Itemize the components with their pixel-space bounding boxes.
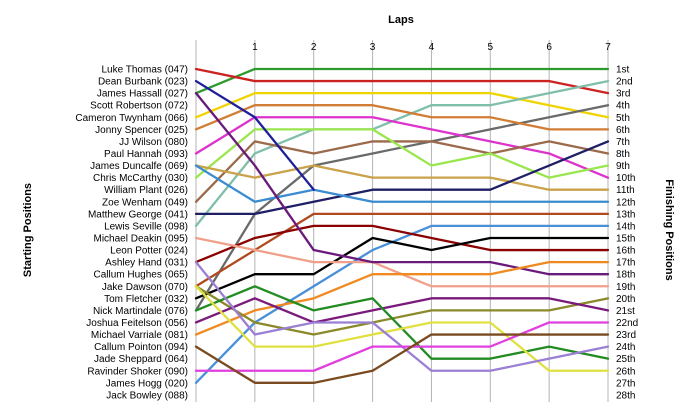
start-label: Matthew George (041) [88, 209, 188, 220]
start-label: Lewis Seville (098) [104, 221, 188, 232]
x-tick-label: 6 [546, 42, 552, 53]
start-label: JJ Wilson (080) [119, 137, 188, 148]
start-label: Leon Potter (024) [110, 246, 188, 257]
series-lines [194, 67, 610, 384]
start-label: Joshua Feitelson (056) [86, 318, 188, 329]
start-label: Ashley Hand (031) [105, 258, 188, 269]
finish-label: 21st [616, 306, 635, 317]
series-line-4 [194, 104, 610, 312]
series-line-27 [194, 79, 315, 191]
finish-label: 28th [616, 390, 635, 401]
finish-label: 5th [616, 113, 630, 124]
x-tick-label: 7 [605, 42, 611, 53]
series-line-13 [194, 212, 610, 288]
finish-label: 15th [616, 233, 635, 244]
finish-label: 24th [616, 342, 635, 353]
finish-label: 10th [616, 173, 635, 184]
start-label: James Hogg (020) [106, 378, 188, 389]
start-label: Luke Thomas (047) [101, 65, 188, 76]
x-tick-label: 3 [370, 42, 376, 53]
series-line-14 [194, 224, 610, 384]
start-label: Tom Fletcher (032) [104, 294, 188, 305]
x-tick-label: 2 [311, 42, 317, 53]
start-label: Scott Robertson (072) [90, 101, 188, 112]
series-line-8 [194, 140, 610, 203]
x-tick-label: 5 [488, 42, 494, 53]
series-line-5 [194, 79, 610, 228]
start-label: Michael Deakin (095) [94, 233, 189, 244]
series-line-6 [194, 104, 610, 131]
start-label: Jack Bowley (088) [106, 390, 188, 401]
finish-label: 17th [616, 258, 635, 269]
start-label: Jonny Spencer (025) [95, 125, 188, 136]
series-line-12 [194, 164, 610, 203]
start-label: Nick Martindale (076) [93, 306, 188, 317]
finish-label: 9th [616, 161, 630, 172]
finish-label: 22nd [616, 318, 638, 329]
finishing-position-labels: 1st2nd3rd4th5th6th7th8th9th10th11th12th1… [616, 65, 638, 402]
finish-label: 23rd [616, 330, 636, 341]
finish-label: 18th [616, 270, 635, 281]
finish-label: 11th [616, 185, 635, 196]
start-label: Callum Pointon (094) [94, 342, 188, 353]
finish-label: 4th [616, 101, 630, 112]
start-label: Zoe Wenham (049) [102, 197, 188, 208]
finish-label: 16th [616, 246, 635, 257]
x-tick-labels: 1 2 3 4 5 6 7 [252, 42, 611, 53]
right-axis-title: Finishing Positions [663, 179, 675, 280]
start-label: James Duncalfe (069) [90, 161, 188, 172]
finish-label: 26th [616, 366, 635, 377]
series-line-26 [194, 333, 610, 384]
start-label: Ravinder Shoker (090) [87, 366, 188, 377]
x-tick-label: 1 [252, 42, 258, 53]
series-line-23 [194, 285, 610, 372]
finish-label: 3rd [616, 89, 630, 100]
start-label: William Plant (026) [104, 185, 188, 196]
series-line-21 [194, 297, 610, 324]
series-line-19 [194, 260, 610, 336]
finish-label: 14th [616, 221, 635, 232]
start-label: Chris McCarthy (030) [93, 173, 188, 184]
series-line-3 [194, 91, 610, 119]
series-line-16 [194, 236, 610, 300]
start-label: Paul Hannah (093) [104, 149, 188, 160]
series-line-20 [194, 285, 610, 336]
finish-label: 13th [616, 209, 635, 220]
finish-label: 1st [616, 65, 630, 76]
x-tick-label: 4 [429, 42, 435, 53]
grid-lines [195, 40, 609, 402]
finish-label: 19th [616, 282, 635, 293]
series-line-15 [194, 224, 610, 264]
start-label: Dean Burbank (023) [98, 77, 188, 88]
starting-position-labels: Luke Thomas (047)Dean Burbank (023)James… [75, 65, 188, 402]
finish-label: 25th [616, 354, 635, 365]
finish-label: 8th [616, 149, 630, 160]
finish-label: 27th [616, 378, 635, 389]
series-line-1 [194, 67, 610, 95]
start-label: Callum Hughes (065) [94, 270, 189, 281]
series-line-7 [194, 116, 610, 179]
finish-label: 2nd [616, 77, 633, 88]
start-label: Jade Sheppard (064) [94, 354, 188, 365]
left-axis-title: Starting Positions [22, 183, 34, 277]
series-line-18 [194, 91, 610, 276]
finish-label: 7th [616, 137, 630, 148]
start-label: James Hassall (027) [97, 89, 188, 100]
start-label: Cameron Twynham (066) [75, 113, 188, 124]
series-line-2 [194, 67, 610, 95]
finish-label: 12th [616, 197, 635, 208]
finish-label: 6th [616, 125, 630, 136]
series-line-25 [194, 321, 610, 372]
finish-label: 20th [616, 294, 635, 305]
series-line-10 [194, 164, 610, 191]
series-line-11 [194, 140, 610, 215]
start-label: Michael Varriale (081) [91, 330, 188, 341]
x-axis-title: Laps [388, 14, 414, 26]
start-label: Jake Dawson (070) [102, 282, 188, 293]
